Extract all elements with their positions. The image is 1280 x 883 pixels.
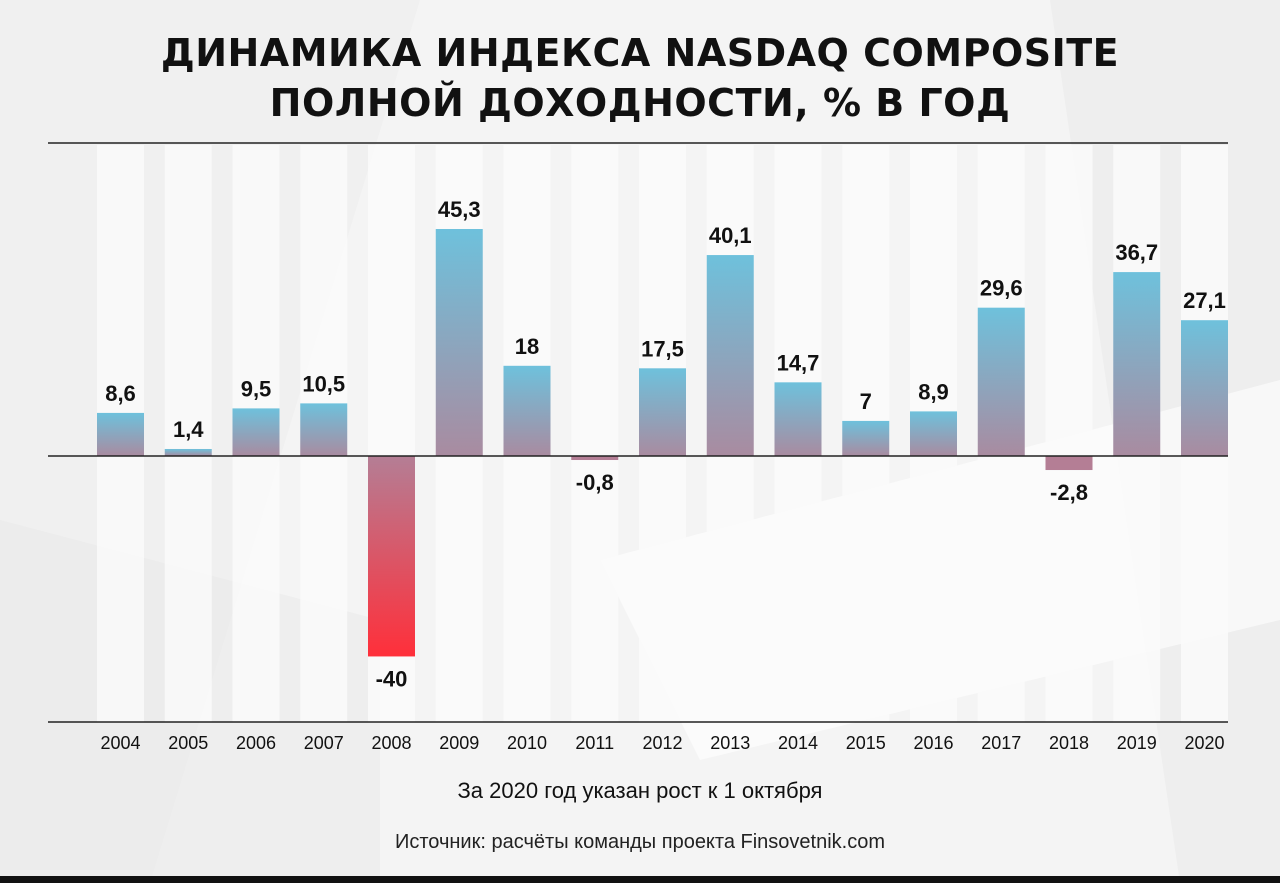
bar-2010	[503, 365, 551, 456]
x-tick-label-2014: 2014	[778, 733, 818, 753]
x-tick-label-2019: 2019	[1117, 733, 1157, 753]
x-tick-label-2012: 2012	[642, 733, 682, 753]
data-label-2007: 10,5	[302, 371, 345, 396]
data-label-2012: 17,5	[641, 336, 684, 361]
title-line-1: ДИНАМИКА ИНДЕКСА NASDAQ COMPOSITE	[160, 31, 1120, 75]
x-tick-label-2020: 2020	[1184, 733, 1224, 753]
x-tick-label-2005: 2005	[168, 733, 208, 753]
x-tick-label-2007: 2007	[304, 733, 344, 753]
footnote: За 2020 год указан рост к 1 октября	[457, 778, 823, 803]
title-line-2: ПОЛНОЙ ДОХОДНОСТИ, % В ГОД	[269, 81, 1011, 125]
column-background	[1045, 145, 1093, 722]
bottom-border	[0, 876, 1280, 883]
bar-2015	[842, 420, 890, 456]
x-tick-label-2018: 2018	[1049, 733, 1089, 753]
bar-2004	[97, 412, 144, 456]
x-tick-label-2009: 2009	[439, 733, 479, 753]
bar-2011	[571, 456, 619, 461]
data-label-2017: 29,6	[980, 276, 1023, 301]
bar-2009	[435, 229, 483, 456]
data-label-2009: 45,3	[438, 197, 481, 222]
column-background	[164, 145, 212, 722]
bar-2007	[300, 403, 348, 456]
bar-2012	[639, 368, 686, 456]
bar-2020	[1181, 320, 1228, 456]
x-tick-label-2011: 2011	[575, 733, 614, 753]
bar-2019	[1113, 272, 1161, 456]
column-background	[571, 145, 619, 722]
x-tick-label-2017: 2017	[981, 733, 1021, 753]
source-credit: Источник: расчёты команды проекта Finsov…	[394, 831, 886, 853]
data-label-2015: 7	[860, 389, 872, 414]
chart-title: ДИНАМИКА ИНДЕКСА NASDAQ COMPOSITE ПОЛНОЙ…	[0, 28, 1280, 128]
x-tick-label-2004: 2004	[100, 733, 140, 753]
x-tick-label-2006: 2006	[236, 733, 276, 753]
data-label-2019: 36,7	[1115, 240, 1158, 265]
bar-2005	[164, 448, 212, 456]
data-label-2014: 14,7	[777, 350, 820, 375]
data-label-2004: 8,6	[105, 381, 136, 406]
bar-2013	[706, 255, 754, 456]
bar-2017	[977, 307, 1025, 456]
bar-2006	[232, 408, 280, 456]
data-label-2005: 1,4	[173, 417, 204, 442]
x-tick-label-2010: 2010	[507, 733, 547, 753]
data-label-2020: 27,1	[1183, 288, 1226, 313]
data-label-2016: 8,9	[918, 379, 949, 404]
data-label-2013: 40,1	[709, 223, 752, 248]
bar-2018	[1045, 456, 1093, 471]
x-tick-label-2008: 2008	[371, 733, 411, 753]
bar-2016	[910, 411, 957, 456]
x-tick-label-2013: 2013	[710, 733, 750, 753]
x-tick-label-2016: 2016	[913, 733, 953, 753]
bar-2014	[774, 382, 822, 456]
data-label-2006: 9,5	[241, 376, 272, 401]
data-label-2018: -2,8	[1050, 480, 1088, 505]
bar-2008	[368, 456, 415, 657]
x-tick-label-2015: 2015	[846, 733, 886, 753]
data-label-2011: -0,8	[576, 470, 614, 495]
data-label-2010: 18	[515, 334, 539, 359]
bar-chart: 8,6 2004 1,4 2005 9,5 2006 10,5 2007 -40 2008 45,3…	[48, 142, 1228, 753]
data-label-2008: -40	[376, 666, 408, 691]
